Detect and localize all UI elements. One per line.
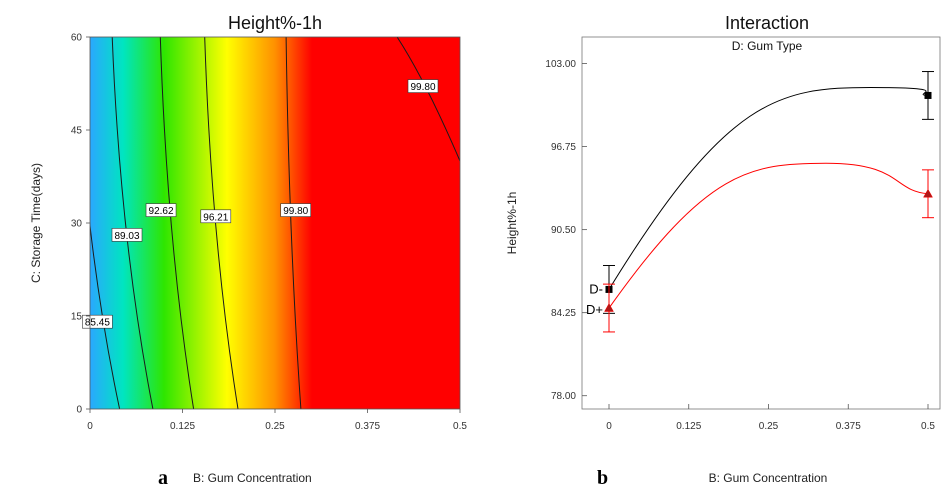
series-d-plus: D+ <box>586 162 934 333</box>
x-tick-label: 0.375 <box>355 421 380 432</box>
panel-letter-b: b <box>597 467 608 488</box>
contour-label-text: 96.21 <box>203 212 228 223</box>
y-tick-label: 60 <box>71 33 83 44</box>
series-curve <box>608 162 929 309</box>
interaction-chart-subtitle: D: Gum Type <box>732 39 803 53</box>
y-tick-label: 15 <box>71 312 83 323</box>
x-tick-label: 0.375 <box>836 421 861 432</box>
interaction-y-axis: 78.00 84.25 90.50 96.75 103.00 <box>545 59 587 402</box>
contour-label-text: 85.45 <box>85 318 110 329</box>
contour-label: 89.03 <box>111 228 143 242</box>
x-tick-label: 0 <box>606 421 612 432</box>
interaction-series: D- D+ <box>586 71 934 333</box>
data-point <box>924 91 932 99</box>
contour-label-box <box>407 79 439 93</box>
y-tick-label: 30 <box>71 219 83 230</box>
contour-label-text: 89.03 <box>114 231 139 242</box>
x-tick-label: 0.25 <box>759 421 779 432</box>
contour-label: 99.80 <box>407 79 439 93</box>
contour-line <box>204 37 239 409</box>
x-tick-label: 0.5 <box>921 421 935 432</box>
y-tick-label: 45 <box>71 126 83 137</box>
contour-line <box>159 37 195 409</box>
contour-label: 96.21 <box>200 209 232 224</box>
y-tick-label: 103.00 <box>545 59 576 70</box>
contour-label-box <box>200 209 232 224</box>
interaction-y-axis-label: Height%-1h <box>505 192 519 255</box>
interaction-chart-title: Interaction <box>725 13 809 33</box>
data-point <box>923 188 933 198</box>
x-tick-label: 0.25 <box>265 421 285 432</box>
contour-label-text: 92.62 <box>149 206 174 217</box>
contour-labels: 85.45 89.03 92.62 96.21 99.80 99.80 <box>82 79 439 329</box>
contour-panel: Height%-1h 85.45 89.03 92.62 96.21 99.80 99.8… <box>29 13 467 488</box>
y-tick-label: 84.25 <box>551 308 576 319</box>
interaction-x-axis-label: B: Gum Concentration <box>709 471 828 485</box>
y-tick-label: 0 <box>76 405 82 416</box>
contour-label: 92.62 <box>145 203 177 217</box>
contour-label-text: 99.80 <box>410 82 435 93</box>
heatmap-surface <box>90 37 460 409</box>
contour-label: 85.45 <box>82 314 113 329</box>
contour-label-box <box>111 228 143 242</box>
x-tick-label: 0.125 <box>676 421 701 432</box>
contour-line <box>285 37 302 409</box>
contour-line <box>90 221 121 409</box>
panel-letter-a: a <box>158 467 168 488</box>
contour-label-text: 99.80 <box>283 206 308 217</box>
interaction-panel: Interaction D: Gum Type 78.00 84.25 90.50 9… <box>505 13 941 488</box>
contour-chart-title: Height%-1h <box>228 13 322 33</box>
contour-x-axis-label: B: Gum Concentration <box>193 471 312 485</box>
y-tick-label: 90.50 <box>551 225 576 236</box>
series-name-label: D- <box>589 281 603 296</box>
contour-label: 99.80 <box>280 203 312 217</box>
x-tick-label: 0 <box>87 421 93 432</box>
y-tick-label: 78.00 <box>551 391 576 402</box>
interaction-x-axis: 0 0.125 0.25 0.375 0.5 <box>606 404 935 432</box>
contour-x-axis: 0 0.125 0.25 0.375 0.5 <box>87 409 467 432</box>
series-curve <box>608 86 929 290</box>
series-d-minus: D- <box>589 71 934 314</box>
contour-y-axis-label: C: Storage Time(days) <box>29 163 43 283</box>
contour-label-box <box>280 203 312 217</box>
series-name-label: D+ <box>586 302 603 317</box>
contour-label-box <box>145 203 177 217</box>
y-tick-label: 96.75 <box>551 142 576 153</box>
interaction-plot-frame <box>581 36 941 410</box>
x-tick-label: 0.125 <box>170 421 195 432</box>
x-tick-label: 0.5 <box>453 421 467 432</box>
contour-y-axis: 0 15 30 45 60 <box>71 33 90 416</box>
data-point <box>604 303 614 312</box>
